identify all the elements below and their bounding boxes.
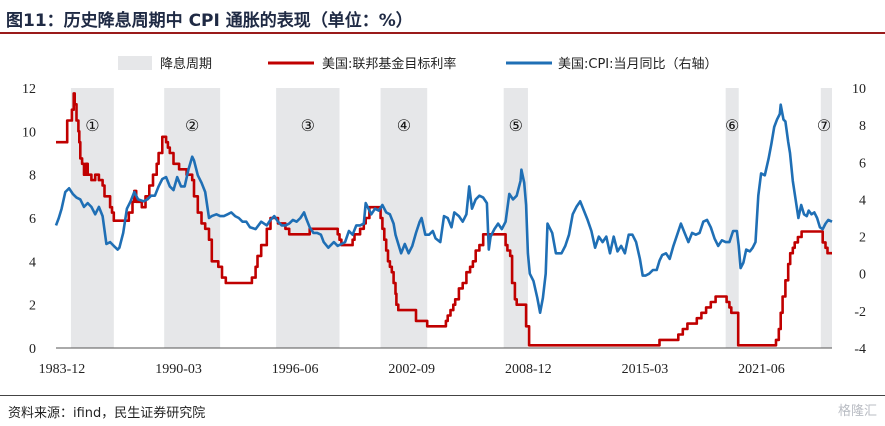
cut-period-shade (820, 88, 832, 348)
cut-period-label: ① (85, 118, 99, 135)
series-lines (54, 92, 833, 347)
y-right-tick-label: 4 (859, 193, 866, 208)
tick-labels: 0 2 4 6 8 10 12 -4 -2 0 2 4 6 8 10 1983-12 1990-03 1996-0… (22, 82, 866, 377)
chart: ① ② ③ ④ ⑤ ⑥ ⑦ 0 2 4 6 8 10 12 -4 -2 0 2 4 6 8 10 1983-12 1990-… (22, 56, 866, 377)
x-tick-label: 2021-06 (738, 362, 785, 377)
legend-label: 降息周期 (160, 56, 212, 72)
title-bar: 图11：历史降息周期中 CPI 通胀的表现（单位：%） (0, 0, 885, 34)
legend-label: 美国:联邦基金目标利率 (322, 56, 456, 72)
y-left-tick-label: 6 (29, 212, 36, 227)
y-right-tick-label: 8 (859, 119, 866, 134)
x-tick-label: 1990-03 (155, 362, 202, 377)
y-left-tick-label: 12 (22, 82, 36, 97)
x-tick-label: 2002-09 (388, 362, 435, 377)
legend: 降息周期 美国:联邦基金目标利率 美国:CPI:当月同比（右轴） (118, 56, 718, 72)
y-left-tick-label: 0 (29, 342, 36, 357)
cut-period-label: ② (185, 118, 199, 135)
y-left-tick-label: 4 (29, 255, 36, 270)
cpi-yoy-line (54, 103, 833, 314)
cut-period-label: ③ (301, 118, 315, 135)
y-left-tick-label: 10 (22, 125, 36, 140)
cut-period-labels: ① ② ③ ④ ⑤ ⑥ ⑦ (85, 118, 831, 135)
x-tick-label: 2015-03 (622, 362, 669, 377)
y-right-tick-label: 0 (859, 268, 866, 283)
source-note: 资料来源：ifind，民生证券研究院 (8, 406, 206, 421)
y-right-tick-label: 6 (859, 156, 866, 171)
title-rule (0, 32, 885, 34)
x-tick-label: 1996-06 (272, 362, 319, 377)
legend-swatch-shade (118, 56, 152, 70)
chart-title: 图11：历史降息周期中 CPI 通胀的表现（单位：%） (6, 11, 413, 31)
cut-period-label: ⑥ (725, 118, 739, 135)
x-tick-label: 2008-12 (505, 362, 552, 377)
cut-period-label: ④ (397, 118, 411, 135)
cut-period-shade (725, 88, 739, 348)
cut-period-shade (380, 88, 428, 348)
legend-label: 美国:CPI:当月同比（右轴） (558, 57, 718, 72)
y-left-tick-label: 8 (29, 169, 36, 184)
x-tick-label: 1983-12 (39, 362, 86, 377)
cut-period-label: ⑦ (817, 118, 831, 135)
y-right-tick-label: -2 (854, 305, 866, 320)
fed-funds-rate-line (56, 92, 832, 347)
y-right-tick-label: -4 (854, 342, 866, 357)
y-right-tick-label: 2 (859, 231, 866, 246)
y-left-tick-label: 2 (29, 299, 36, 314)
y-right-tick-label: 10 (852, 82, 866, 97)
cut-period-label: ⑤ (509, 118, 523, 135)
footer-rule (0, 395, 885, 396)
watermark-logo: 格隆汇 (837, 404, 877, 419)
cut-period-shade (276, 88, 340, 348)
